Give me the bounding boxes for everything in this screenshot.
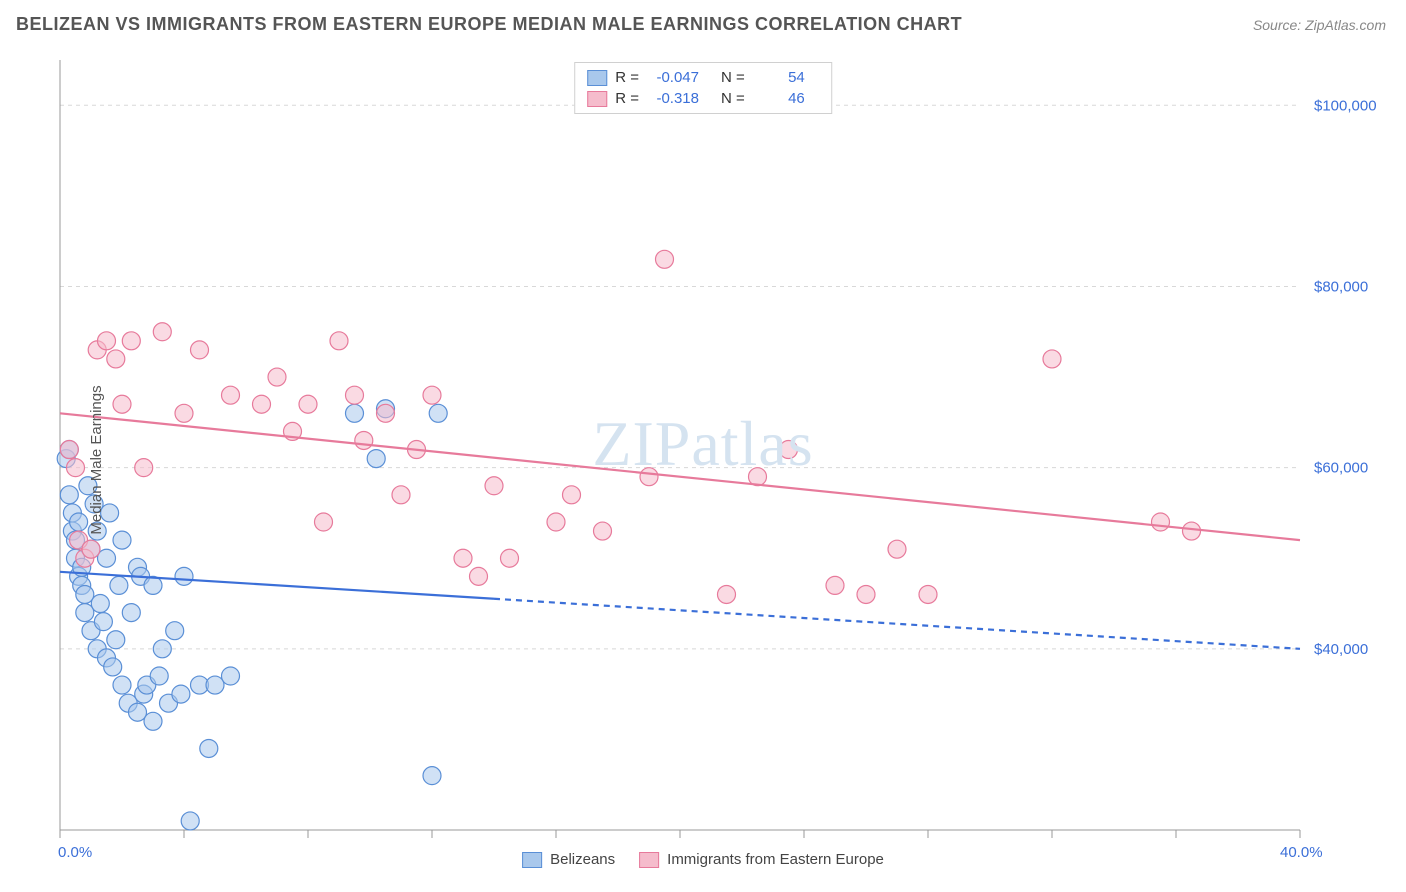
swatch-belizeans (587, 70, 607, 86)
legend-label-1: Immigrants from Eastern Europe (667, 851, 884, 868)
correlation-legend: R = -0.047 N = 54 R = -0.318 N = 46 (574, 62, 832, 114)
legend-row-belizeans: R = -0.047 N = 54 (587, 67, 819, 88)
swatch-immigrants (587, 91, 607, 107)
legend-label-0: Belizeans (550, 851, 615, 868)
swatch-immigrants-bottom (639, 852, 659, 868)
svg-text:$40,000: $40,000 (1314, 641, 1368, 658)
x-axis-max-label: 40.0% (1280, 844, 1323, 861)
y-axis-label: Median Male Earnings (88, 385, 105, 534)
legend-row-immigrants: R = -0.318 N = 46 (587, 88, 819, 109)
svg-text:$60,000: $60,000 (1314, 460, 1368, 477)
scatter-chart: $40,000 $60,000 $80,000 $100,000 (16, 50, 1390, 870)
r-value-1: -0.318 (649, 90, 699, 107)
x-axis-min-label: 0.0% (58, 844, 92, 861)
swatch-belizeans-bottom (522, 852, 542, 868)
legend-item-immigrants: Immigrants from Eastern Europe (639, 851, 884, 868)
n-value-0: 54 (755, 69, 805, 86)
title-bar: BELIZEAN VS IMMIGRANTS FROM EASTERN EURO… (0, 0, 1406, 45)
series-legend: Belizeans Immigrants from Eastern Europe (522, 851, 884, 868)
chart-container: Median Male Earnings $40,000 $60,000 $80,0… (16, 50, 1390, 870)
r-value-0: -0.047 (649, 69, 699, 86)
svg-text:$100,000: $100,000 (1314, 97, 1377, 114)
chart-title: BELIZEAN VS IMMIGRANTS FROM EASTERN EURO… (16, 14, 962, 35)
source-label: Source: ZipAtlas.com (1253, 17, 1386, 33)
legend-item-belizeans: Belizeans (522, 851, 615, 868)
svg-text:$80,000: $80,000 (1314, 278, 1368, 295)
n-value-1: 46 (755, 90, 805, 107)
